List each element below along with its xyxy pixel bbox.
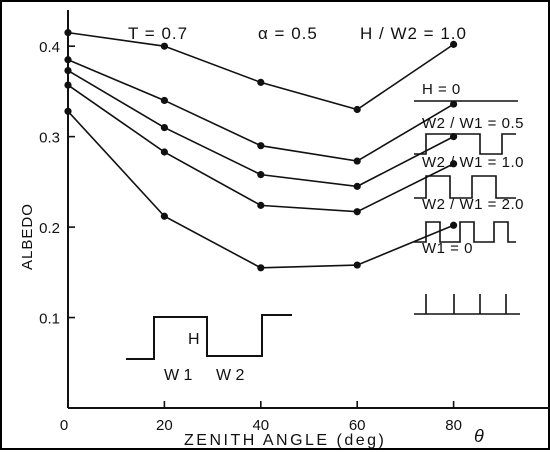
x-tick-label: 0 [60,417,68,434]
inset-profile-line [126,314,292,360]
y-tick-label: 0.2 [39,220,60,237]
x-axis-label: ZENITH ANGLE (deg) [184,432,386,449]
x-tick-label: 80 [445,417,462,434]
data-point [64,67,72,75]
data-point [257,201,265,209]
header-alpha: α = 0.5 [258,24,318,43]
x-tick-label: 20 [156,417,173,434]
y-tick-label: 0.3 [39,130,60,147]
legend-label: W2 / W1 = 0.5 [422,115,524,132]
data-point [257,171,265,179]
data-point [160,42,168,50]
x-tick-label: 40 [252,417,269,434]
legend-label: H = 0 [422,81,461,98]
data-point [64,107,72,115]
legend-label: W1 = 0 [422,240,473,257]
y-tick-label: 0.1 [39,311,60,328]
data-point [450,221,458,229]
inset-label-w2: W 2 [216,367,245,384]
surface-profile-inset: H W 1 W 2 [126,314,292,384]
series-line [67,31,455,111]
data-point [353,157,361,165]
x-tick-label: 60 [349,417,366,434]
data-point [450,133,458,141]
inset-label-w1: W 1 [164,367,193,384]
header-t: T = 0.7 [128,24,188,43]
data-point [353,208,361,216]
data-point [450,100,458,108]
series-line [67,69,454,188]
data-point [353,182,361,190]
y-axis-label: ALBEDO [19,203,36,270]
series-group [64,29,458,272]
legend-profile [414,175,516,199]
legend-label: W2 / W1 = 2.0 [422,196,524,213]
legend-label: W2 / W1 = 1.0 [422,154,524,171]
inset-label-h: H [188,331,200,348]
legend-profile [414,294,520,315]
data-point [257,142,265,150]
data-point [450,40,458,48]
legend-profile [414,133,516,155]
data-point [450,160,458,168]
legend-profile [414,221,516,243]
data-point [257,78,265,86]
data-point [64,56,72,64]
data-point [257,264,265,272]
header-h-w2: H / W2 = 1.0 [360,24,467,43]
data-point [160,148,168,156]
tick-group: 0.1 0.2 0.3 0.4 0 20 40 60 80 [39,39,462,434]
axes [67,10,550,409]
data-point [353,261,361,269]
legend: H = 0 W2 / W1 = 0.5 W2 / W1 = 1.0 W2 / W1 =… [414,81,524,315]
data-point [64,29,72,37]
data-point [160,96,168,105]
data-point [160,123,168,132]
x-axis-symbol: θ [474,426,484,446]
data-point [353,105,361,114]
data-point [64,81,72,89]
y-tick-label: 0.4 [39,39,60,56]
series-line [67,110,454,269]
data-point [160,212,168,220]
